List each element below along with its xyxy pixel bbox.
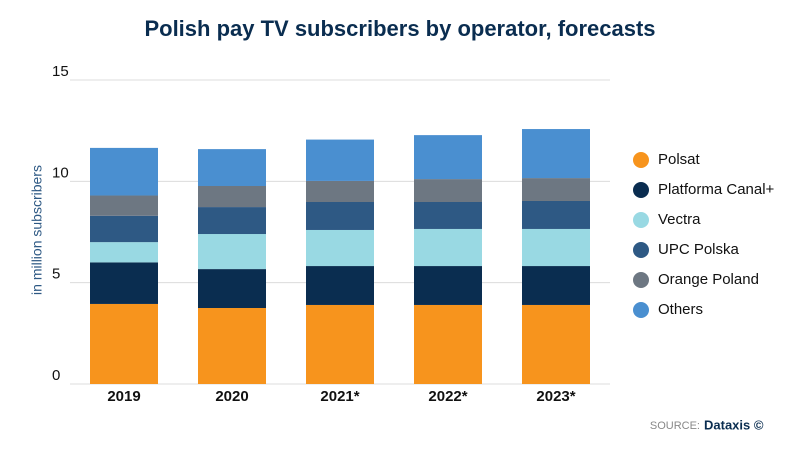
bar-segment	[522, 129, 590, 179]
bar-segment	[90, 215, 158, 243]
bar-segment	[306, 180, 374, 203]
bar-segment	[414, 304, 482, 384]
legend-marker	[633, 152, 649, 168]
source-label: SOURCE:	[650, 420, 700, 432]
bar-segment	[90, 262, 158, 304]
legend-label: UPC Polska	[658, 241, 740, 258]
x-tick-label: 2021*	[320, 388, 359, 405]
bar-segment	[522, 304, 590, 384]
legend-marker	[633, 182, 649, 198]
legend-label: Platforma Canal+	[658, 181, 775, 198]
bar-segment	[90, 242, 158, 263]
x-tick-label: 2019	[107, 388, 140, 405]
bar-segment	[414, 135, 482, 180]
y-tick-label: 5	[52, 266, 60, 283]
legend-marker	[633, 242, 649, 258]
bar-segment	[198, 269, 266, 308]
bar-segment	[90, 147, 158, 196]
bar-segment	[414, 202, 482, 229]
bar-segment	[198, 207, 266, 235]
x-tick-label: 2022*	[428, 388, 467, 405]
y-tick-label: 10	[52, 164, 69, 181]
legend-label: Polsat	[658, 151, 701, 168]
bar-segment	[306, 266, 374, 305]
bar-segment	[306, 304, 374, 384]
bar-segment	[414, 228, 482, 267]
bar-segment	[198, 185, 266, 208]
bar-segment	[306, 229, 374, 267]
bar-segment	[522, 266, 590, 305]
bar-segment	[198, 149, 266, 186]
bar-segment	[522, 200, 590, 229]
bar-segment	[198, 234, 266, 270]
legend-label: Others	[658, 301, 703, 318]
legend-label: Orange Poland	[658, 271, 759, 288]
bar-segment	[198, 308, 266, 384]
x-tick-label: 2020	[215, 388, 248, 405]
x-tick-label: 2023*	[536, 388, 575, 405]
bar-segment	[90, 195, 158, 216]
legend-marker	[633, 272, 649, 288]
chart-title: Polish pay TV subscribers by operator, f…	[144, 16, 655, 41]
bar-segment	[306, 139, 374, 181]
source: Dataxis ©	[704, 417, 764, 432]
bar-segment	[522, 178, 590, 201]
legend-label: Vectra	[658, 211, 701, 228]
bar-segment	[90, 303, 158, 384]
bar-segment	[522, 228, 590, 267]
bar-segment	[414, 179, 482, 203]
legend-marker	[633, 212, 649, 228]
legend-marker	[633, 302, 649, 318]
bar-segment	[306, 202, 374, 230]
bar-segment	[414, 266, 482, 305]
y-tick-label: 0	[52, 367, 60, 384]
y-tick-label: 15	[52, 63, 69, 80]
y-axis-label: in million subscribers	[29, 165, 45, 295]
